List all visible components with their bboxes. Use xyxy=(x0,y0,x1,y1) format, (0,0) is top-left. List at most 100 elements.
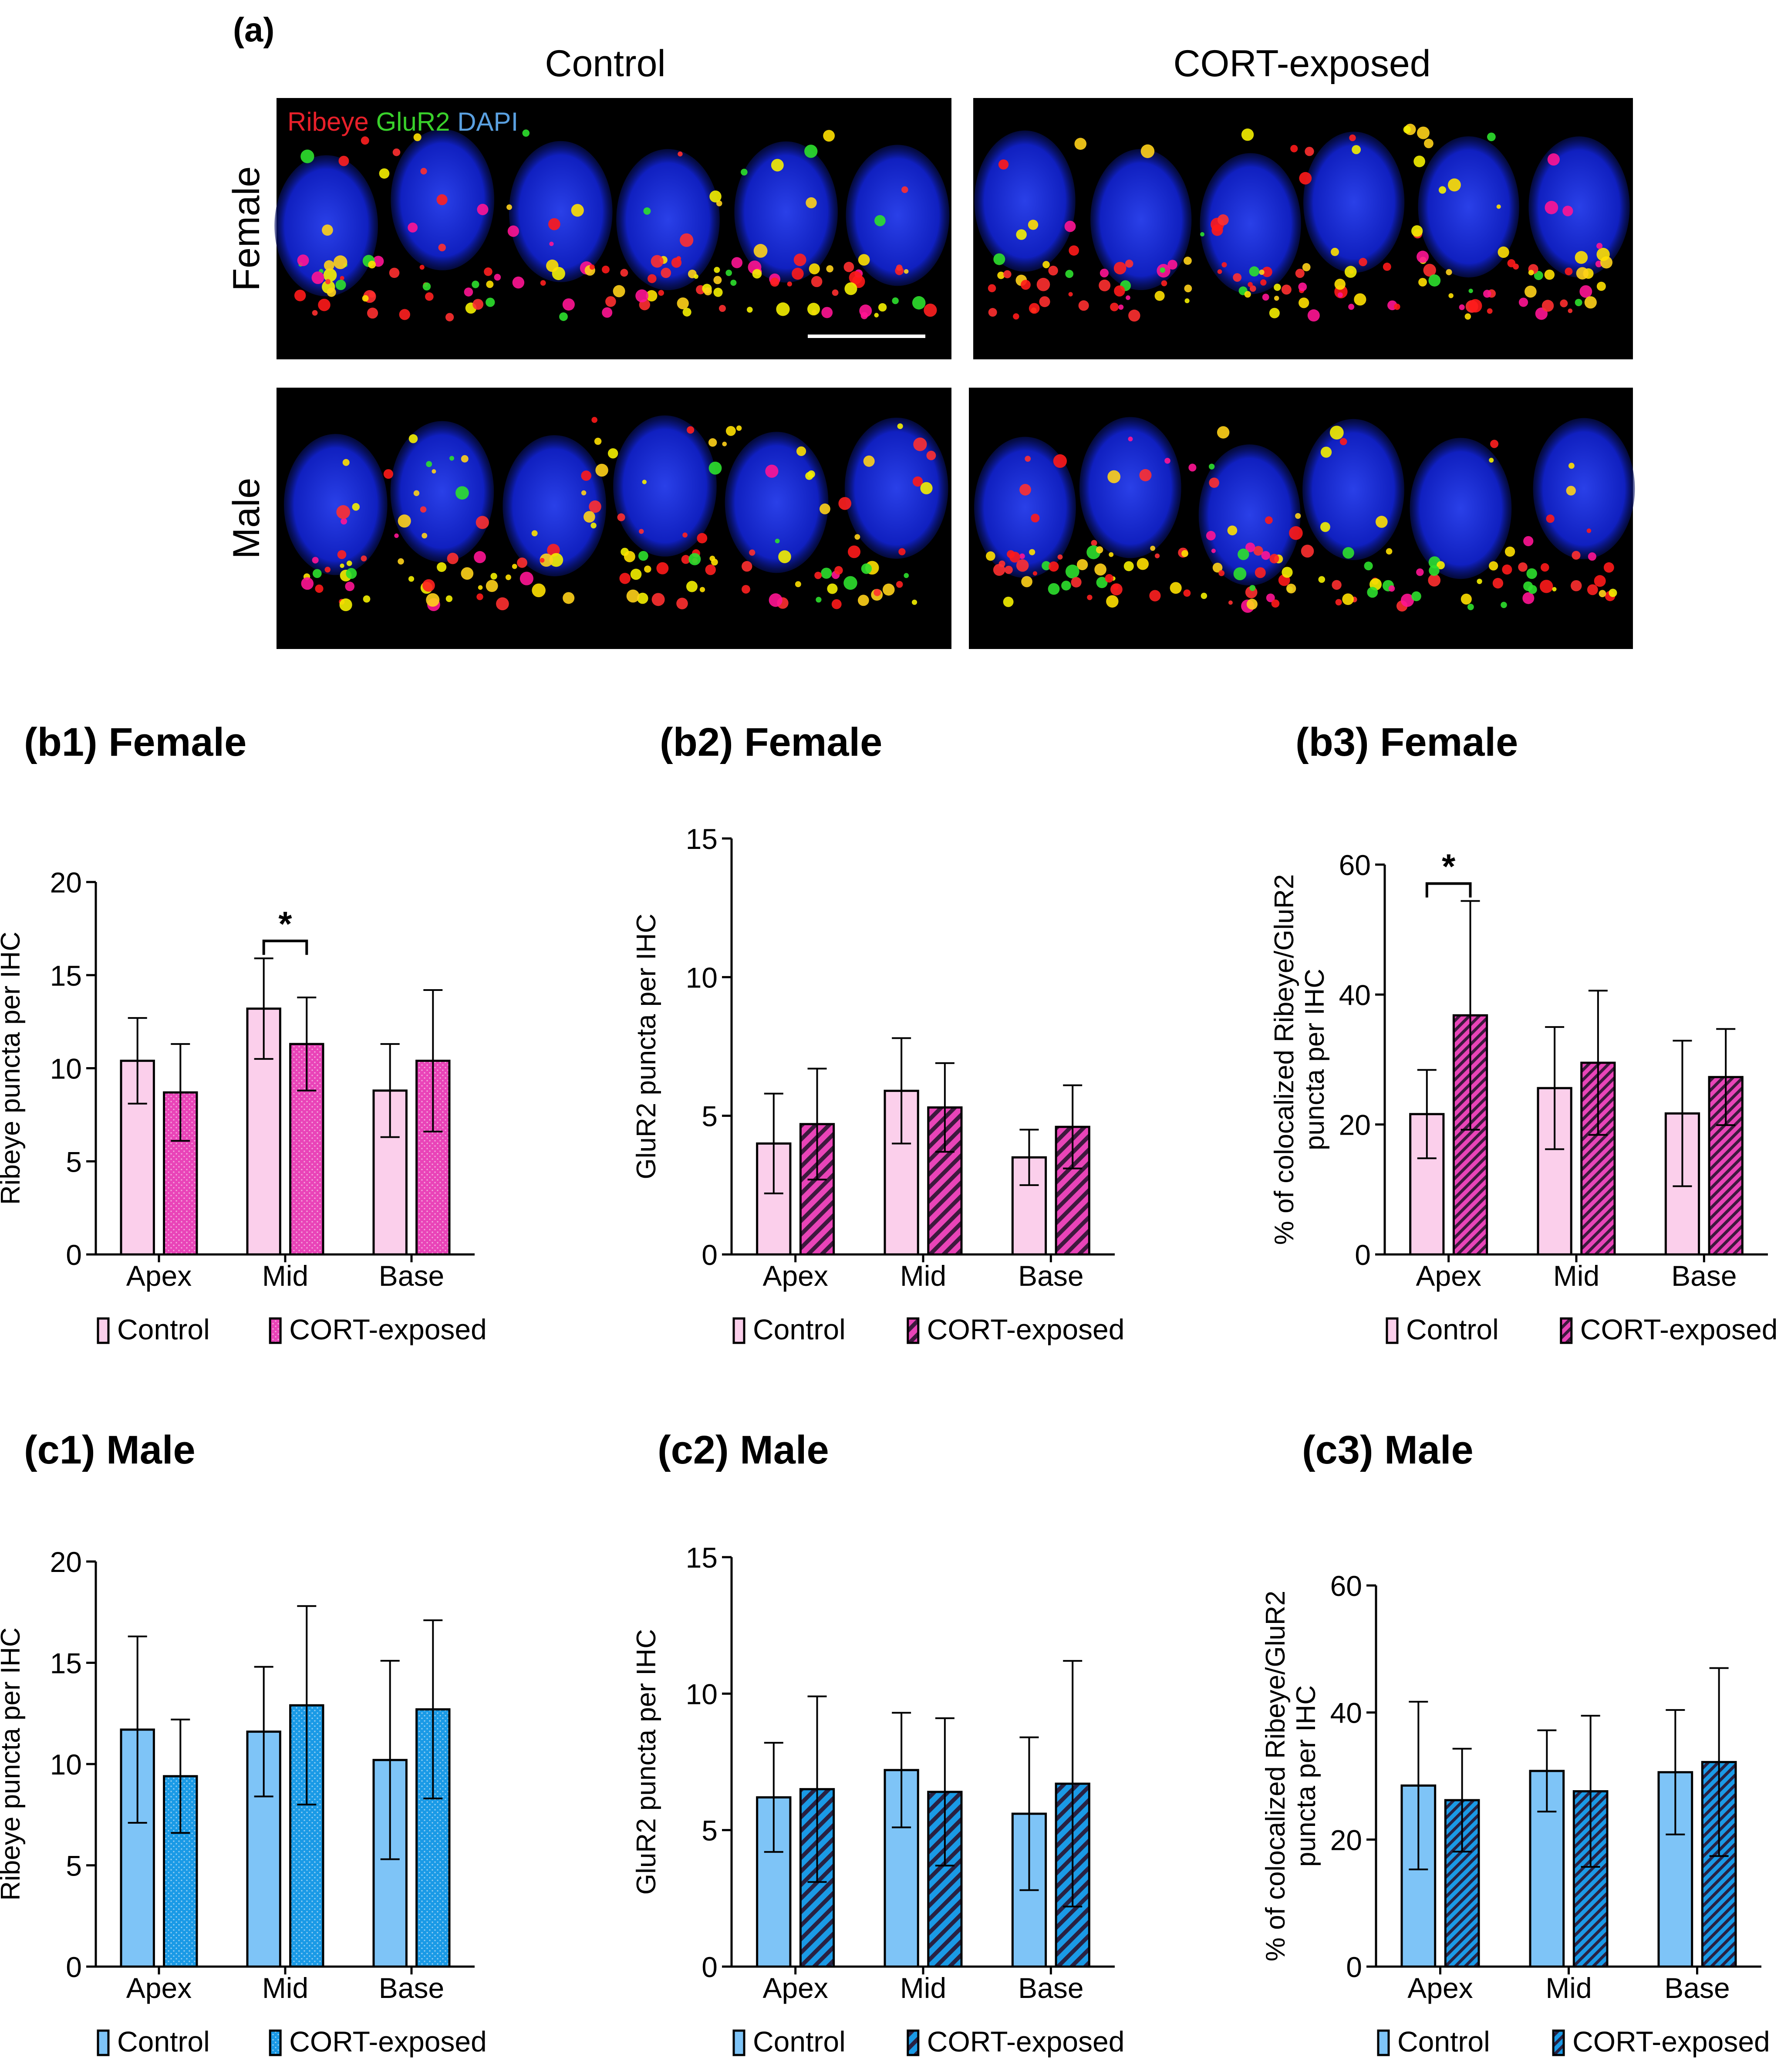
puncta xyxy=(882,583,895,596)
puncta xyxy=(1400,594,1414,607)
puncta xyxy=(844,282,857,295)
y-tick-label: 40 xyxy=(1330,1697,1362,1729)
puncta xyxy=(1428,274,1441,287)
puncta xyxy=(677,297,689,310)
puncta xyxy=(1459,304,1465,310)
puncta xyxy=(924,304,937,317)
puncta xyxy=(1388,585,1395,592)
puncta xyxy=(408,576,415,582)
puncta xyxy=(408,434,418,443)
puncta xyxy=(686,581,698,592)
puncta xyxy=(993,253,1005,265)
puncta xyxy=(1208,463,1215,470)
y-tick-label: 0 xyxy=(1346,1951,1362,1983)
puncta xyxy=(325,279,331,284)
nucleus xyxy=(1090,149,1192,291)
puncta xyxy=(1320,446,1332,458)
puncta xyxy=(422,579,435,592)
puncta xyxy=(878,303,887,312)
chart-b1: (b1) Female 0 5 10 15 20 Ribeye puncta per IHC… xyxy=(0,720,487,1345)
puncta xyxy=(1212,562,1223,573)
puncta xyxy=(874,589,881,596)
puncta xyxy=(1110,302,1119,311)
puncta xyxy=(394,533,399,538)
puncta xyxy=(676,598,688,609)
puncta xyxy=(1184,257,1192,265)
legend-swatch-control xyxy=(97,1317,110,1344)
puncta xyxy=(1259,269,1265,275)
y-tick-label: 10 xyxy=(686,1678,718,1710)
x-tick-label-base: Base xyxy=(1671,1260,1737,1292)
puncta xyxy=(626,589,640,603)
puncta xyxy=(811,276,823,287)
puncta xyxy=(1274,284,1281,291)
puncta xyxy=(607,448,618,459)
puncta xyxy=(1128,309,1140,322)
puncta xyxy=(318,298,331,311)
stain-legend: Ribeye GluR2 DAPI xyxy=(287,107,518,136)
puncta xyxy=(787,281,792,287)
puncta xyxy=(379,168,390,179)
puncta xyxy=(1042,561,1051,571)
puncta xyxy=(796,446,806,456)
puncta xyxy=(584,511,595,523)
puncta xyxy=(714,267,720,273)
puncta xyxy=(420,506,427,513)
y-axis-label: GluR2 puncta per IHC xyxy=(631,1629,661,1895)
legend-label-control: Control xyxy=(753,2025,846,2058)
puncta xyxy=(1609,588,1617,597)
puncta xyxy=(1496,204,1501,209)
puncta xyxy=(1209,477,1219,488)
puncta xyxy=(1501,602,1507,608)
row-title-female: Female xyxy=(226,166,267,291)
puncta xyxy=(1184,284,1192,293)
nucleus xyxy=(1079,417,1181,558)
puncta xyxy=(1477,578,1482,584)
puncta xyxy=(486,281,494,288)
puncta xyxy=(1096,546,1103,554)
puncta xyxy=(1571,580,1582,592)
nucleus xyxy=(613,415,717,557)
chart-b3: (b3) Female 0 20 40 60 % of colocalized Ribey… xyxy=(1269,720,1778,1345)
puncta xyxy=(341,518,347,525)
puncta xyxy=(804,145,818,158)
puncta xyxy=(1071,577,1082,588)
nucleus xyxy=(1533,418,1635,559)
puncta xyxy=(778,550,791,563)
puncta xyxy=(1112,584,1119,590)
puncta xyxy=(477,203,489,215)
puncta xyxy=(904,269,909,274)
puncta xyxy=(1019,483,1031,496)
puncta xyxy=(1344,266,1357,278)
puncta xyxy=(1295,513,1301,519)
puncta xyxy=(998,159,1009,170)
puncta xyxy=(746,307,753,313)
micrograph-male-control xyxy=(277,388,951,649)
puncta xyxy=(807,303,820,316)
puncta xyxy=(911,599,917,605)
puncta xyxy=(843,576,857,590)
puncta xyxy=(1518,297,1528,307)
puncta xyxy=(1233,273,1242,282)
puncta xyxy=(478,585,483,590)
puncta xyxy=(300,149,314,163)
puncta xyxy=(651,255,664,268)
puncta xyxy=(340,276,344,281)
puncta xyxy=(419,264,425,270)
puncta xyxy=(613,285,625,297)
stain-dapi: DAPI xyxy=(450,107,519,136)
puncta xyxy=(1107,470,1121,483)
y-tick-label: 20 xyxy=(50,1546,82,1578)
puncta xyxy=(1334,278,1346,290)
puncta xyxy=(1167,260,1177,270)
puncta xyxy=(827,583,838,594)
puncta xyxy=(1053,454,1067,468)
puncta xyxy=(1498,246,1509,258)
puncta xyxy=(1339,438,1347,446)
puncta xyxy=(1438,186,1447,194)
puncta xyxy=(346,568,357,579)
y-axis-label: % of colocalized Ribeye/GluR2 xyxy=(1261,1591,1291,1961)
puncta xyxy=(644,565,651,573)
puncta xyxy=(363,595,371,603)
puncta xyxy=(340,563,344,568)
